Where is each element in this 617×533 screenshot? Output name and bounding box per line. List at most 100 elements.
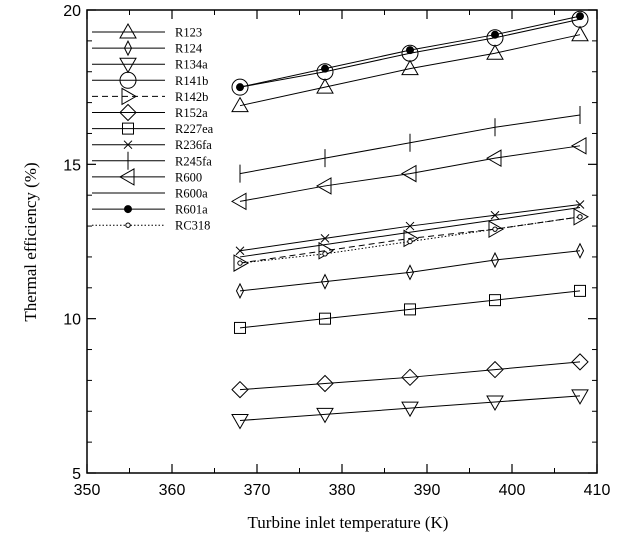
data-point-rc318 bbox=[237, 260, 243, 266]
legend-label-r600: R600 bbox=[175, 170, 202, 184]
data-point-r134a bbox=[401, 401, 419, 418]
x-tick-label: 380 bbox=[329, 482, 356, 499]
series-layer bbox=[230, 10, 590, 430]
legend-marker-r123 bbox=[119, 22, 137, 39]
data-point-rc318 bbox=[492, 226, 498, 232]
data-point-r124 bbox=[405, 264, 415, 281]
data-point-r152a bbox=[231, 380, 249, 399]
data-point-r227ea bbox=[574, 284, 586, 297]
series-line-r227ea bbox=[239, 290, 581, 329]
legend-marker-r142b bbox=[121, 87, 138, 106]
x-tick-label: 350 bbox=[74, 482, 101, 499]
data-point-r600 bbox=[485, 149, 502, 168]
data-point-r142b bbox=[233, 254, 250, 272]
legend-entry-r123: R123 bbox=[92, 22, 202, 40]
legend-entry-r124: R124 bbox=[92, 39, 203, 57]
x-tick-label: 390 bbox=[414, 482, 441, 499]
data-point-r134a bbox=[231, 414, 249, 430]
data-point-r227ea bbox=[404, 303, 416, 316]
data-point-r601a bbox=[491, 30, 499, 39]
data-point-r124 bbox=[235, 282, 245, 300]
legend-label-r124: R124 bbox=[175, 42, 203, 56]
data-point-r141b bbox=[231, 78, 249, 96]
legend-marker-r600 bbox=[118, 168, 135, 186]
legend: R123 R124 R134a R141b R142b R152a R227ea R236fa… bbox=[92, 22, 214, 233]
data-point-r124 bbox=[490, 251, 500, 269]
series-line-rc318 bbox=[239, 216, 581, 264]
x-axis-title: Turbine inlet temperature (K) bbox=[248, 513, 449, 532]
legend-entry-r141b: R141b bbox=[92, 71, 208, 89]
data-point-r601a bbox=[576, 12, 584, 21]
series-line-r142b bbox=[239, 216, 581, 264]
series-r124 bbox=[235, 242, 585, 300]
data-point-r123 bbox=[571, 25, 589, 42]
data-point-r152a bbox=[401, 368, 419, 387]
data-point-r123 bbox=[401, 59, 419, 76]
series-r600 bbox=[230, 136, 587, 211]
data-point-r134a bbox=[486, 395, 504, 412]
legend-marker-r601a bbox=[124, 205, 132, 214]
legend-marker-r134a bbox=[119, 57, 137, 74]
y-axis-title: Thermal efficiency (%) bbox=[21, 162, 40, 321]
data-point-r124 bbox=[320, 273, 330, 290]
data-point-r600 bbox=[315, 177, 332, 195]
data-point-r141b bbox=[401, 44, 419, 62]
x-tick-label: 370 bbox=[244, 482, 271, 499]
legend-entry-rc318: RC318 bbox=[92, 219, 210, 233]
data-point-r141b bbox=[486, 29, 504, 47]
y-tick-label: 15 bbox=[63, 157, 81, 174]
series-line-r600a bbox=[239, 207, 581, 258]
y-tick-label: 10 bbox=[63, 312, 81, 329]
data-point-r123 bbox=[316, 78, 334, 94]
series-line-r123 bbox=[239, 34, 581, 107]
data-point-r123 bbox=[486, 44, 504, 60]
data-point-r601a bbox=[406, 46, 414, 55]
legend-entry-r236fa: R236fa bbox=[92, 138, 212, 152]
data-point-r152a bbox=[571, 353, 589, 371]
series-r245fa bbox=[239, 105, 581, 183]
data-point-r152a bbox=[486, 360, 504, 379]
data-point-r600 bbox=[230, 192, 247, 211]
series-rc318 bbox=[237, 214, 583, 266]
y-tick-label: 5 bbox=[72, 466, 81, 483]
legend-entry-r142b: R142b bbox=[92, 87, 208, 106]
legend-entry-r600: R600 bbox=[92, 168, 202, 186]
series-r236fa bbox=[235, 200, 585, 256]
data-point-r600 bbox=[400, 164, 417, 183]
data-point-r236fa bbox=[320, 234, 330, 243]
data-point-r236fa bbox=[575, 200, 585, 209]
legend-label-r227ea: R227ea bbox=[175, 122, 214, 136]
legend-entry-r134a: R134a bbox=[92, 57, 208, 74]
legend-marker-r227ea bbox=[122, 122, 134, 135]
data-point-r227ea bbox=[319, 312, 331, 325]
data-point-r227ea bbox=[234, 321, 246, 334]
legend-label-rc318: RC318 bbox=[175, 219, 210, 233]
x-tick-label: 360 bbox=[159, 482, 186, 499]
legend-entry-r227ea: R227ea bbox=[92, 122, 214, 136]
legend-entry-r601a: R601a bbox=[92, 203, 208, 217]
data-point-r141b bbox=[571, 10, 589, 28]
data-point-r142b bbox=[573, 207, 590, 226]
x-tick-label: 400 bbox=[499, 482, 526, 499]
series-line-r600 bbox=[239, 145, 581, 202]
legend-entry-r152a: R152a bbox=[92, 103, 208, 122]
series-r123 bbox=[231, 25, 589, 113]
data-point-r236fa bbox=[405, 221, 415, 231]
data-point-r152a bbox=[316, 374, 334, 393]
legend-label-r142b: R142b bbox=[175, 90, 208, 104]
series-line-r134a bbox=[239, 395, 581, 422]
series-r134a bbox=[231, 389, 589, 430]
legend-marker-r124 bbox=[123, 39, 133, 57]
legend-marker-rc318 bbox=[125, 222, 131, 228]
series-r600a bbox=[239, 207, 581, 258]
legend-entry-r245fa: R245fa bbox=[92, 151, 212, 170]
y-tick-label: 20 bbox=[63, 3, 81, 20]
legend-label-r601a: R601a bbox=[175, 203, 208, 217]
series-r152a bbox=[231, 353, 589, 399]
data-point-r142b bbox=[488, 220, 505, 239]
data-point-r141b bbox=[316, 63, 334, 81]
series-line-r152a bbox=[239, 361, 581, 391]
series-r601a bbox=[236, 12, 584, 92]
legend-label-r152a: R152a bbox=[175, 106, 208, 120]
